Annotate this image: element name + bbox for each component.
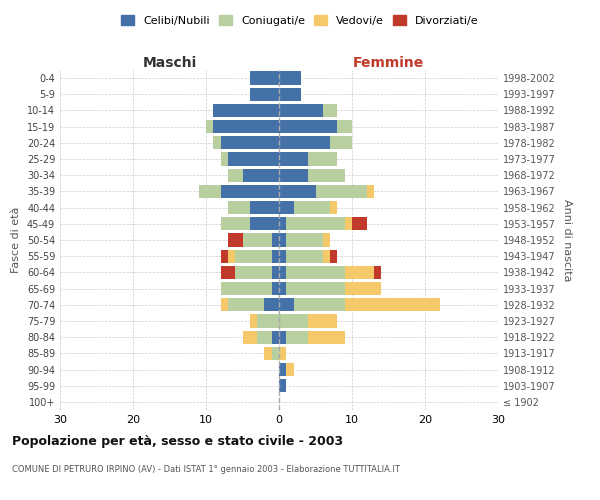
Bar: [250, 314, 257, 328]
Bar: [257, 330, 272, 344]
Bar: [367, 185, 374, 198]
Bar: [265, 298, 279, 312]
Bar: [242, 330, 257, 344]
Bar: [242, 168, 279, 182]
Bar: [330, 250, 337, 263]
Y-axis label: Fasce di età: Fasce di età: [11, 207, 21, 273]
Bar: [279, 298, 293, 312]
Bar: [279, 330, 286, 344]
Bar: [279, 266, 286, 279]
Text: Maschi: Maschi: [142, 56, 197, 70]
Bar: [279, 217, 286, 230]
Bar: [272, 266, 279, 279]
Bar: [279, 152, 308, 166]
Bar: [308, 330, 344, 344]
Bar: [257, 314, 279, 328]
Bar: [250, 201, 279, 214]
Bar: [279, 136, 330, 149]
Bar: [286, 250, 323, 263]
Bar: [286, 330, 308, 344]
Bar: [323, 250, 330, 263]
Bar: [221, 282, 272, 295]
Bar: [228, 250, 235, 263]
Bar: [250, 217, 279, 230]
Bar: [308, 152, 337, 166]
Bar: [228, 201, 250, 214]
Bar: [308, 314, 337, 328]
Bar: [323, 104, 337, 117]
Bar: [221, 152, 228, 166]
Bar: [221, 298, 228, 312]
Bar: [228, 298, 265, 312]
Bar: [279, 363, 286, 376]
Bar: [250, 88, 279, 101]
Bar: [344, 217, 352, 230]
Bar: [337, 120, 352, 134]
Bar: [279, 104, 323, 117]
Bar: [279, 168, 308, 182]
Bar: [265, 346, 272, 360]
Bar: [228, 234, 242, 246]
Bar: [293, 201, 330, 214]
Bar: [214, 120, 279, 134]
Bar: [272, 346, 279, 360]
Bar: [286, 234, 323, 246]
Bar: [286, 217, 345, 230]
Bar: [279, 72, 301, 85]
Bar: [242, 234, 272, 246]
Bar: [272, 250, 279, 263]
Bar: [221, 136, 279, 149]
Bar: [279, 88, 301, 101]
Bar: [228, 168, 242, 182]
Bar: [286, 266, 345, 279]
Bar: [221, 266, 235, 279]
Bar: [279, 250, 286, 263]
Bar: [279, 120, 337, 134]
Bar: [235, 266, 272, 279]
Bar: [323, 234, 330, 246]
Bar: [279, 234, 286, 246]
Bar: [221, 185, 279, 198]
Y-axis label: Anni di nascita: Anni di nascita: [562, 198, 572, 281]
Bar: [228, 152, 279, 166]
Bar: [374, 266, 381, 279]
Bar: [308, 168, 344, 182]
Bar: [272, 234, 279, 246]
Bar: [279, 346, 286, 360]
Bar: [235, 250, 272, 263]
Bar: [199, 185, 221, 198]
Bar: [330, 201, 337, 214]
Bar: [272, 330, 279, 344]
Bar: [221, 250, 228, 263]
Bar: [316, 185, 367, 198]
Bar: [279, 201, 293, 214]
Legend: Celibi/Nubili, Coniugati/e, Vedovi/e, Divorziati/e: Celibi/Nubili, Coniugati/e, Vedovi/e, Di…: [117, 10, 483, 30]
Bar: [344, 298, 440, 312]
Bar: [250, 72, 279, 85]
Bar: [206, 120, 214, 134]
Bar: [286, 282, 345, 295]
Text: COMUNE DI PETRURO IRPINO (AV) - Dati ISTAT 1° gennaio 2003 - Elaborazione TUTTIT: COMUNE DI PETRURO IRPINO (AV) - Dati IST…: [12, 465, 400, 474]
Bar: [352, 217, 367, 230]
Bar: [214, 104, 279, 117]
Bar: [293, 298, 345, 312]
Bar: [344, 282, 381, 295]
Bar: [279, 185, 316, 198]
Bar: [286, 363, 293, 376]
Bar: [221, 217, 250, 230]
Text: Femmine: Femmine: [353, 56, 424, 70]
Text: Popolazione per età, sesso e stato civile - 2003: Popolazione per età, sesso e stato civil…: [12, 435, 343, 448]
Bar: [279, 379, 286, 392]
Bar: [279, 282, 286, 295]
Bar: [214, 136, 221, 149]
Bar: [330, 136, 352, 149]
Bar: [272, 282, 279, 295]
Bar: [344, 266, 374, 279]
Bar: [279, 314, 308, 328]
